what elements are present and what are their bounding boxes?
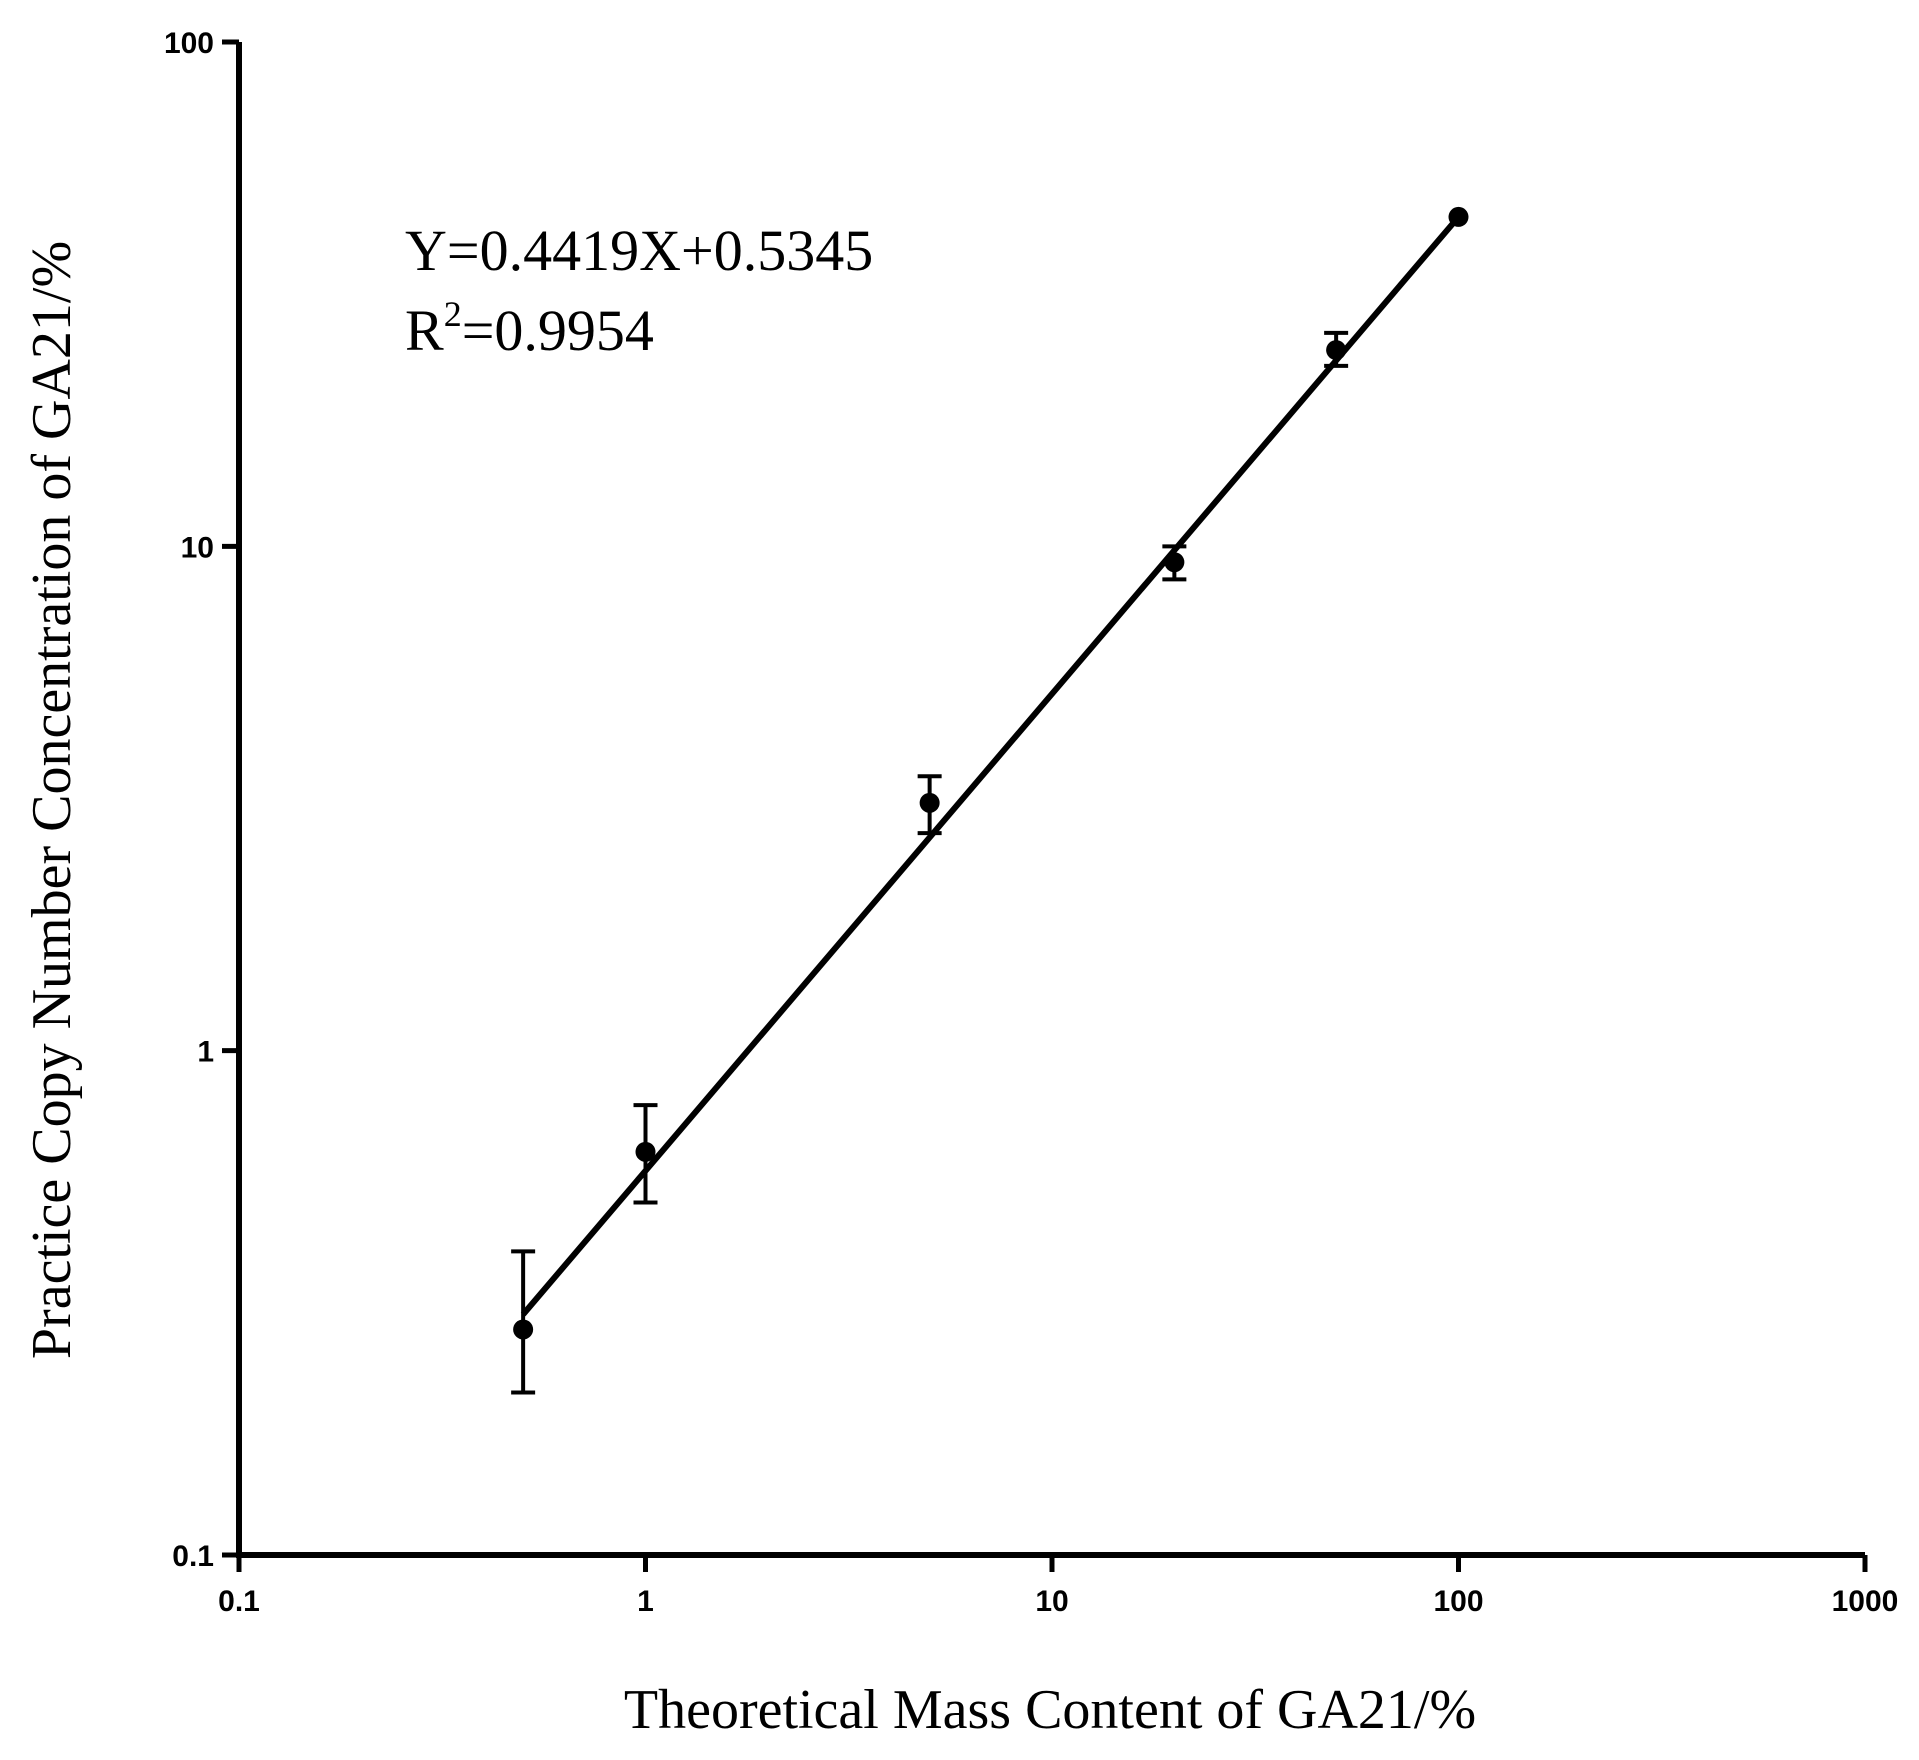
y-tick-label: 0.1 bbox=[172, 1540, 214, 1573]
x-tick-label: 10 bbox=[1035, 1585, 1068, 1618]
data-points bbox=[513, 206, 1469, 1340]
data-point bbox=[919, 792, 940, 813]
y-tick-label: 1 bbox=[197, 1036, 214, 1069]
x-tick-label: 100 bbox=[1433, 1585, 1483, 1618]
y-ticks: 0.1 1 10 100 bbox=[164, 27, 239, 1573]
x-tick-label: 1 bbox=[637, 1585, 654, 1618]
y-axis-title: Practice Copy Number Concentration of GA… bbox=[21, 241, 83, 1359]
x-ticks: 0.1 1 10 100 1000 bbox=[218, 1555, 1898, 1618]
equation-annotation: Y=0.4419X+0.5345 bbox=[405, 218, 873, 283]
r-squared-prefix: R bbox=[405, 298, 444, 363]
fit-line-group bbox=[520, 214, 1461, 1317]
y-tick-label: 100 bbox=[164, 27, 214, 60]
data-point bbox=[1326, 340, 1347, 361]
y-tick-label: 10 bbox=[181, 531, 214, 564]
x-tick-label: 0.1 bbox=[218, 1585, 260, 1618]
r-squared-value: =0.9954 bbox=[462, 298, 654, 363]
data-point bbox=[635, 1141, 656, 1162]
data-point bbox=[513, 1319, 534, 1340]
data-point bbox=[1164, 552, 1185, 573]
r-squared-superscript: 2 bbox=[444, 294, 462, 334]
x-axis-title: Theoretical Mass Content of GA21/% bbox=[624, 1679, 1476, 1741]
data-point bbox=[1448, 206, 1469, 227]
fit-line bbox=[520, 214, 1461, 1317]
r-squared-annotation: R2=0.9954 bbox=[405, 294, 654, 363]
x-tick-label: 1000 bbox=[1832, 1585, 1899, 1618]
